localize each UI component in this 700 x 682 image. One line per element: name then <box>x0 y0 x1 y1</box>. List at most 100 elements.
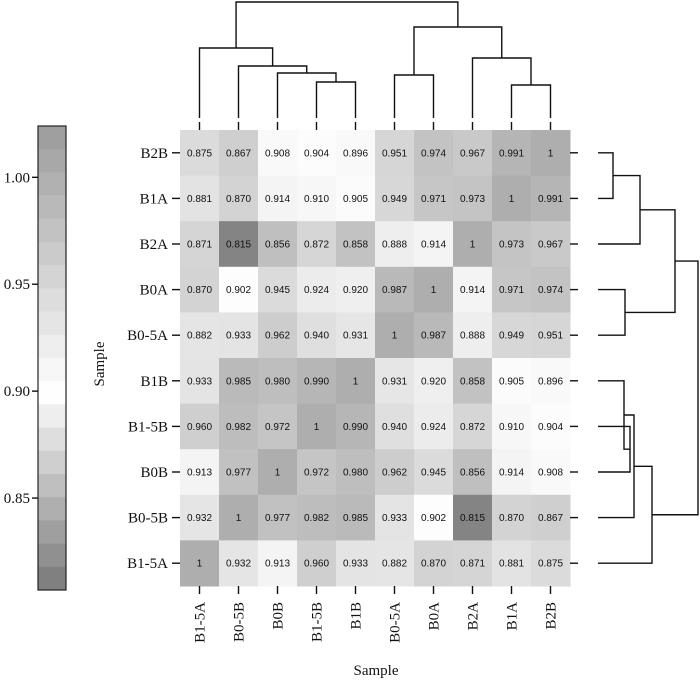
colorbar: 0.85 0.90 0.95 1.00 <box>4 125 67 591</box>
cell-value-label: 0.888 <box>382 240 407 251</box>
y-tick-label: B1B <box>140 374 168 390</box>
dendrogram-branch <box>598 465 653 564</box>
heatmap-cell <box>531 312 571 359</box>
cell-value-label: 0.905 <box>343 194 368 205</box>
colorbar-swatch <box>38 149 66 173</box>
colorbar-swatch <box>38 265 66 289</box>
top-dendrogram <box>198 1 552 118</box>
heatmap-cell <box>219 449 259 496</box>
cell-value-label: 0.974 <box>421 148 446 159</box>
cell-value-label: 0.902 <box>421 513 446 524</box>
dendrogram-branch <box>598 414 635 519</box>
cell-value-label: 0.940 <box>382 422 407 433</box>
heatmap-cell <box>531 403 571 450</box>
heatmap-cell <box>414 175 454 222</box>
heatmap-cell <box>414 403 454 450</box>
heatmap-cell <box>336 494 376 541</box>
heatmap-cell <box>375 449 415 496</box>
dendrogram-branch <box>652 260 699 516</box>
heatmap-cell <box>492 266 532 313</box>
cell-value-label: 0.967 <box>460 148 485 159</box>
cell-value-label: 0.940 <box>304 331 329 342</box>
cell-value-label: 0.962 <box>382 468 407 479</box>
dendrogram-branch <box>237 65 308 118</box>
heatmap-cell <box>492 175 532 222</box>
cell-value-label: 0.815 <box>460 513 485 524</box>
dendrogram-branch <box>598 288 626 336</box>
heatmap-cell <box>297 358 337 405</box>
cell-value-label: 0.985 <box>343 513 368 524</box>
heatmap-cell <box>375 130 415 177</box>
cell-value-label: 0.896 <box>538 376 563 387</box>
cell-value-label: 0.931 <box>382 376 407 387</box>
cell-value-label: 0.960 <box>187 422 212 433</box>
heatmap-cell <box>258 221 298 268</box>
heatmap-cell <box>453 540 493 587</box>
cell-value-label: 0.987 <box>382 285 407 296</box>
cell-value-label: 0.875 <box>187 148 212 159</box>
cell-value-label: 0.902 <box>226 285 251 296</box>
cell-value-label: 0.870 <box>421 559 446 570</box>
heatmap-cell <box>375 221 415 268</box>
heatmap-cell <box>414 494 454 541</box>
heatmap-cell <box>453 312 493 359</box>
cell-value-label: 0.908 <box>538 468 563 479</box>
cell-value-label: 0.896 <box>343 148 368 159</box>
heatmap-cell <box>453 449 493 496</box>
dendrogram-branch <box>235 1 459 48</box>
heatmap-cell <box>414 266 454 313</box>
cell-value-label: 0.875 <box>538 559 563 570</box>
cell-value-label: 0.960 <box>304 559 329 570</box>
cell-value-label: 0.904 <box>538 422 563 433</box>
cell-value-label: 0.881 <box>499 559 524 570</box>
cell-value-label: 0.871 <box>460 559 485 570</box>
colorbar-swatch <box>38 195 66 220</box>
heatmap-cell <box>531 266 571 313</box>
heatmap-cell <box>414 312 454 359</box>
cell-value-label: 0.990 <box>343 422 368 433</box>
cell-value-label: 0.980 <box>343 468 368 479</box>
cell-value-label: 1 <box>470 240 476 251</box>
heatmap-cell <box>492 449 532 496</box>
cell-value-label: 1 <box>314 422 320 433</box>
heatmap-cell <box>414 221 454 268</box>
colorbar-swatch <box>38 381 66 405</box>
heatmap-cell <box>375 540 415 587</box>
x-tick-label: B0B <box>271 602 287 630</box>
heatmap-cell <box>336 266 376 313</box>
dendrogram-branch <box>276 72 337 118</box>
heatmap-cell <box>297 130 337 177</box>
cell-value-label: 0.914 <box>265 194 290 205</box>
heatmap-cell <box>258 403 298 450</box>
cell-value-label: 0.882 <box>382 559 407 570</box>
x-tick-label: B2B <box>544 602 560 630</box>
cell-value-label: 0.858 <box>343 240 368 251</box>
colorbar-tick-label: 0.95 <box>4 277 30 293</box>
dendrogram-branch <box>315 81 357 118</box>
y-tick-label: B0-5B <box>128 511 168 527</box>
heatmap-cell <box>180 403 220 450</box>
heatmap-cell <box>531 130 571 177</box>
cell-value-label: 0.990 <box>304 376 329 387</box>
cell-value-label: 0.991 <box>538 194 563 205</box>
heatmap-cell <box>375 175 415 222</box>
dendrogram-branch <box>413 26 503 75</box>
cell-value-label: 0.972 <box>304 468 329 479</box>
cell-value-label: 0.945 <box>265 285 290 296</box>
cell-value-label: 0.914 <box>460 285 485 296</box>
heatmap-cell <box>219 175 259 222</box>
y-axis-title: Sample <box>92 341 108 386</box>
heatmap-cell <box>180 130 220 177</box>
heatmap-cell <box>258 449 298 496</box>
heatmap-cell <box>414 540 454 587</box>
heatmap-cell <box>258 540 298 587</box>
heatmap-cell <box>531 175 571 222</box>
colorbar-tick-label: 0.85 <box>4 491 30 507</box>
heatmap-cell <box>258 494 298 541</box>
cell-value-label: 0.920 <box>421 376 446 387</box>
cell-value-label: 0.949 <box>382 194 407 205</box>
cell-value-label: 0.815 <box>226 240 251 251</box>
x-axis-title: Sample <box>354 663 399 679</box>
cell-value-label: 0.870 <box>499 513 524 524</box>
dendrogram-branch <box>198 47 274 118</box>
